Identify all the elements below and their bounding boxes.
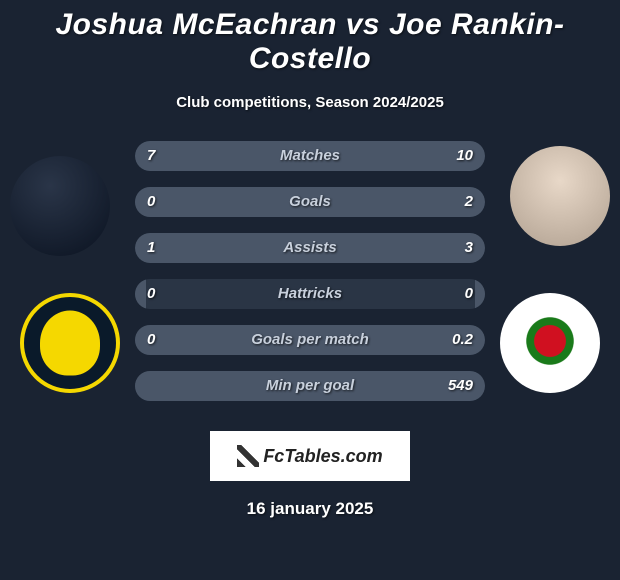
stat-row: 00.2Goals per match: [135, 325, 485, 355]
player-left-avatar: [10, 156, 110, 256]
stat-label: Assists: [135, 233, 485, 263]
stat-label: Goals: [135, 187, 485, 217]
stat-label: Matches: [135, 141, 485, 171]
page-title: Joshua McEachran vs Joe Rankin-Costello: [0, 0, 620, 76]
stat-row: 549Min per goal: [135, 371, 485, 401]
source-logo-text: FcTables.com: [263, 446, 382, 467]
stat-row: 13Assists: [135, 233, 485, 263]
player-right-avatar: [510, 146, 610, 246]
club-right-badge: [500, 293, 600, 393]
chart-icon: [237, 445, 259, 467]
stat-row: 00Hattricks: [135, 279, 485, 309]
stat-label: Hattricks: [135, 279, 485, 309]
stat-label: Min per goal: [135, 371, 485, 401]
date-label: 16 january 2025: [0, 499, 620, 519]
subtitle: Club competitions, Season 2024/2025: [0, 94, 620, 111]
stats-list: 710Matches 02Goals 13Assists 00Hattricks 00.…: [135, 141, 485, 417]
stat-row: 02Goals: [135, 187, 485, 217]
stat-label: Goals per match: [135, 325, 485, 355]
stat-row: 710Matches: [135, 141, 485, 171]
source-logo: FcTables.com: [210, 431, 410, 481]
comparison-panel: 710Matches 02Goals 13Assists 00Hattricks 00.…: [0, 141, 620, 421]
club-left-badge: [20, 293, 120, 393]
